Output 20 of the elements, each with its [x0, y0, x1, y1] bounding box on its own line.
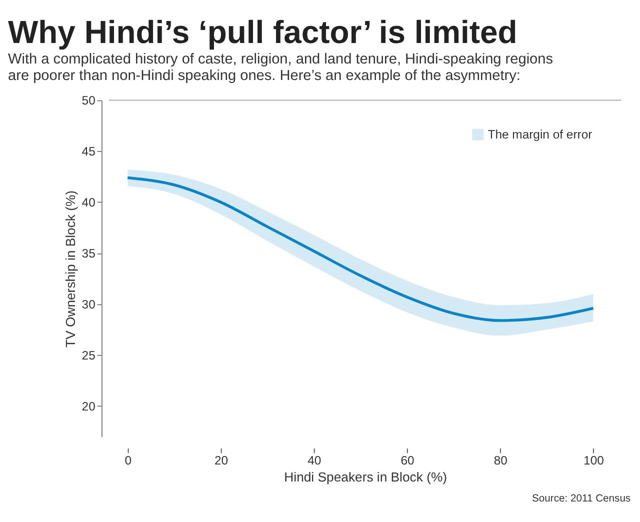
- x-tick-label: 60: [400, 453, 414, 468]
- y-tick-label: 45: [82, 144, 96, 158]
- source-note: Source: 2011 Census: [532, 494, 631, 505]
- x-tick-label: 100: [584, 453, 604, 468]
- y-tick-label: 35: [82, 246, 96, 260]
- x-tick-label: 80: [494, 453, 508, 468]
- y-tick-label: 50: [82, 93, 96, 108]
- x-axis-title: Hindi Speakers in Block (%): [284, 469, 448, 484]
- chart-title: Why Hindi’s ‘pull factor’ is limited: [8, 14, 518, 50]
- legend-label: The margin of error: [488, 127, 592, 142]
- x-tick-label: 0: [124, 453, 132, 468]
- text: With a complicated history of caste, religion, and land tenure, Hindi-speaking regions: [8, 52, 554, 68]
- y-tick-label: 30: [82, 297, 96, 312]
- x-tick-label: 20: [214, 453, 228, 468]
- y-tick-label: 25: [82, 348, 96, 362]
- x-tick-label: 40: [308, 453, 322, 468]
- y-tick-label: 20: [82, 399, 96, 414]
- y-tick-label: 40: [82, 195, 96, 210]
- y-axis-title: TV Ownership in Block (%): [63, 190, 78, 348]
- text: are poorer than non-Hindi speaking ones. Here’s an example of the asymmetry:: [8, 68, 520, 84]
